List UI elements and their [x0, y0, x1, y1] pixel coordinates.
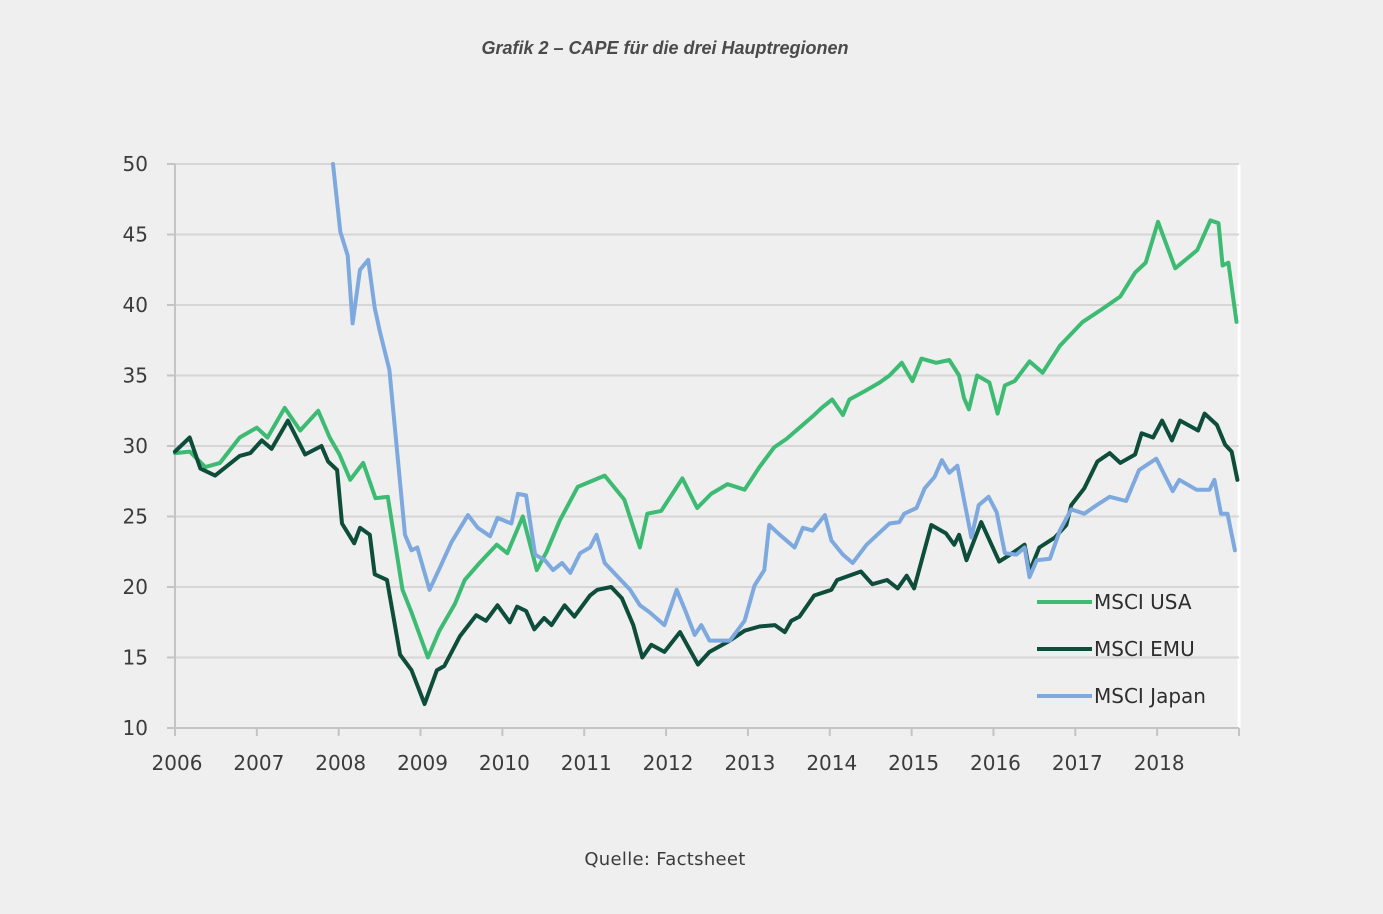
legend-label: MSCI Japan: [1094, 684, 1206, 708]
y-tick-label: 20: [123, 575, 148, 599]
legend-label: MSCI USA: [1094, 590, 1192, 614]
legend: MSCI USA MSCI EMU MSCI Japan: [1037, 590, 1206, 708]
chart-title: Grafik 2 – CAPE für die drei Hauptregion…: [481, 38, 849, 58]
x-tick-label: 2015: [888, 751, 939, 775]
y-tick-label: 35: [123, 364, 148, 388]
x-tick-label: 2012: [643, 751, 694, 775]
gridlines: [175, 163, 1239, 659]
x-axis-ticks: 2006 2007 2008 2009 2010 2011 2012 2013 2014 2015…: [152, 728, 1240, 775]
legend-item: MSCI Japan: [1037, 684, 1206, 708]
y-tick-label: 25: [123, 505, 148, 529]
legend-item: MSCI EMU: [1037, 637, 1195, 661]
y-axis-ticks: 10 15 20 25 30 35 40 45 50: [123, 152, 175, 740]
x-tick-label: 2018: [1134, 751, 1185, 775]
x-tick-label: 2010: [479, 751, 530, 775]
source-note: Quelle: Factsheet: [584, 849, 746, 870]
y-tick-label: 40: [123, 293, 148, 317]
y-tick-label: 15: [123, 646, 148, 670]
legend-label: MSCI EMU: [1094, 637, 1195, 661]
y-tick-label: 10: [123, 716, 148, 740]
x-tick-label: 2016: [970, 751, 1021, 775]
y-tick-label: 30: [123, 434, 148, 458]
x-tick-label: 2007: [233, 751, 284, 775]
series-lines: [173, 162, 1240, 706]
y-tick-label: 50: [123, 152, 148, 176]
y-tick-label: 45: [123, 223, 148, 247]
x-tick-label: 2006: [152, 751, 203, 775]
series-line-msci-japan: [331, 162, 1237, 643]
x-tick-label: 2014: [806, 751, 857, 775]
x-tick-label: 2009: [397, 751, 448, 775]
series-line-msci-usa: [173, 218, 1239, 660]
x-tick-label: 2011: [561, 751, 612, 775]
x-tick-label: 2017: [1052, 751, 1103, 775]
legend-item: MSCI USA: [1037, 590, 1192, 614]
x-tick-label: 2013: [724, 751, 775, 775]
series-line-msci-emu: [173, 411, 1240, 706]
x-tick-label: 2008: [315, 751, 366, 775]
